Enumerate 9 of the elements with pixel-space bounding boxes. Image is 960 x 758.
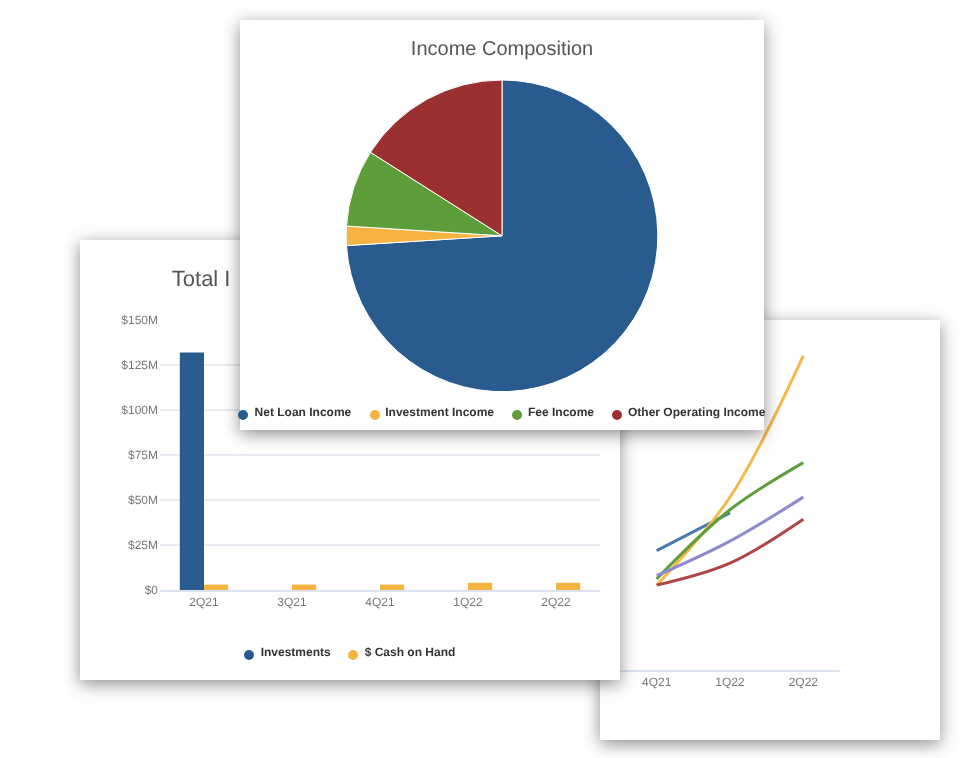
chart-title: Income Composition — [410, 38, 594, 61]
chart-title: Total I — [171, 268, 231, 293]
bar — [556, 582, 581, 590]
bar — [204, 584, 229, 590]
bar — [468, 582, 493, 590]
bar — [380, 584, 405, 590]
pie-slice — [345, 79, 659, 392]
bar — [292, 584, 317, 590]
bar — [179, 352, 204, 590]
